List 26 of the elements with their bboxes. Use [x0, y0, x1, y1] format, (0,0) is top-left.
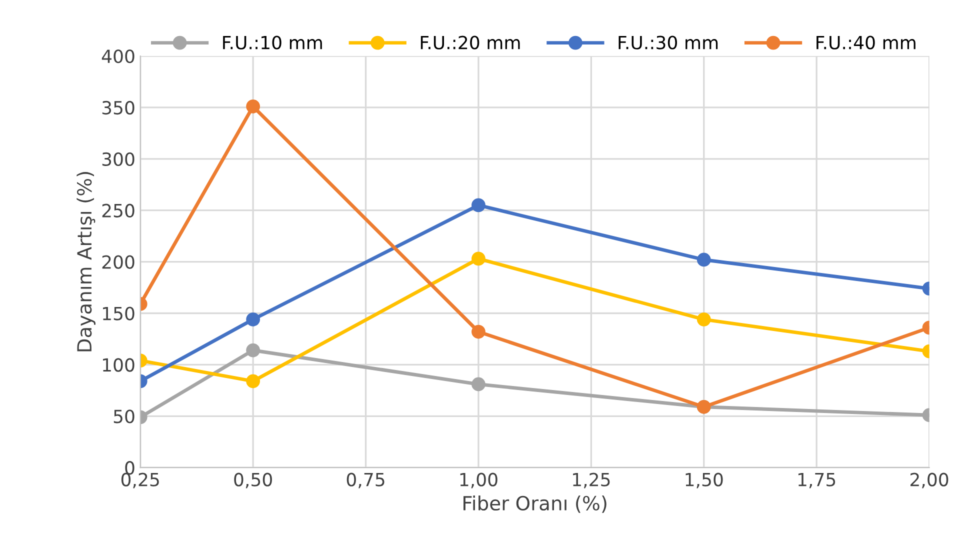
- point: [472, 252, 486, 266]
- x-tick-label: 1,25: [573, 472, 610, 488]
- x-tick-label: 2,00: [910, 472, 948, 488]
- y-tick-label: 200: [102, 255, 134, 269]
- y-tick-label: 100: [103, 358, 134, 372]
- x-tick-label: 0,25: [121, 472, 159, 488]
- y-tick-label: 50: [114, 410, 134, 424]
- x-tick-label: 1,00: [460, 472, 498, 488]
- legend-label: F.U.:10 mm: [223, 36, 322, 50]
- y-axis-title: Dayanım Artışı (%): [76, 172, 96, 352]
- y-tick-label: 250: [102, 204, 134, 218]
- y-tick-label: 300: [102, 152, 134, 166]
- y-tick-label: 150: [103, 306, 134, 320]
- x-tick-label: 1,50: [686, 472, 723, 488]
- y-tick-label: 0: [125, 461, 134, 475]
- x-tick-label: 1,75: [798, 473, 836, 488]
- legend-label: F.U.:40 mm: [816, 36, 916, 50]
- y-tick-label: 400: [102, 49, 134, 64]
- point: [472, 198, 486, 212]
- legend-label: F.U.:30 mm: [618, 36, 718, 50]
- y-tick-label: 350: [102, 100, 134, 115]
- x-tick-label: 0,75: [346, 472, 384, 488]
- x-axis-title: Fiber Oranı (%): [464, 495, 606, 513]
- x-tick-label: 0,50: [234, 472, 272, 488]
- legend-label: F.U.:20 mm: [420, 36, 520, 50]
- point: [472, 324, 486, 339]
